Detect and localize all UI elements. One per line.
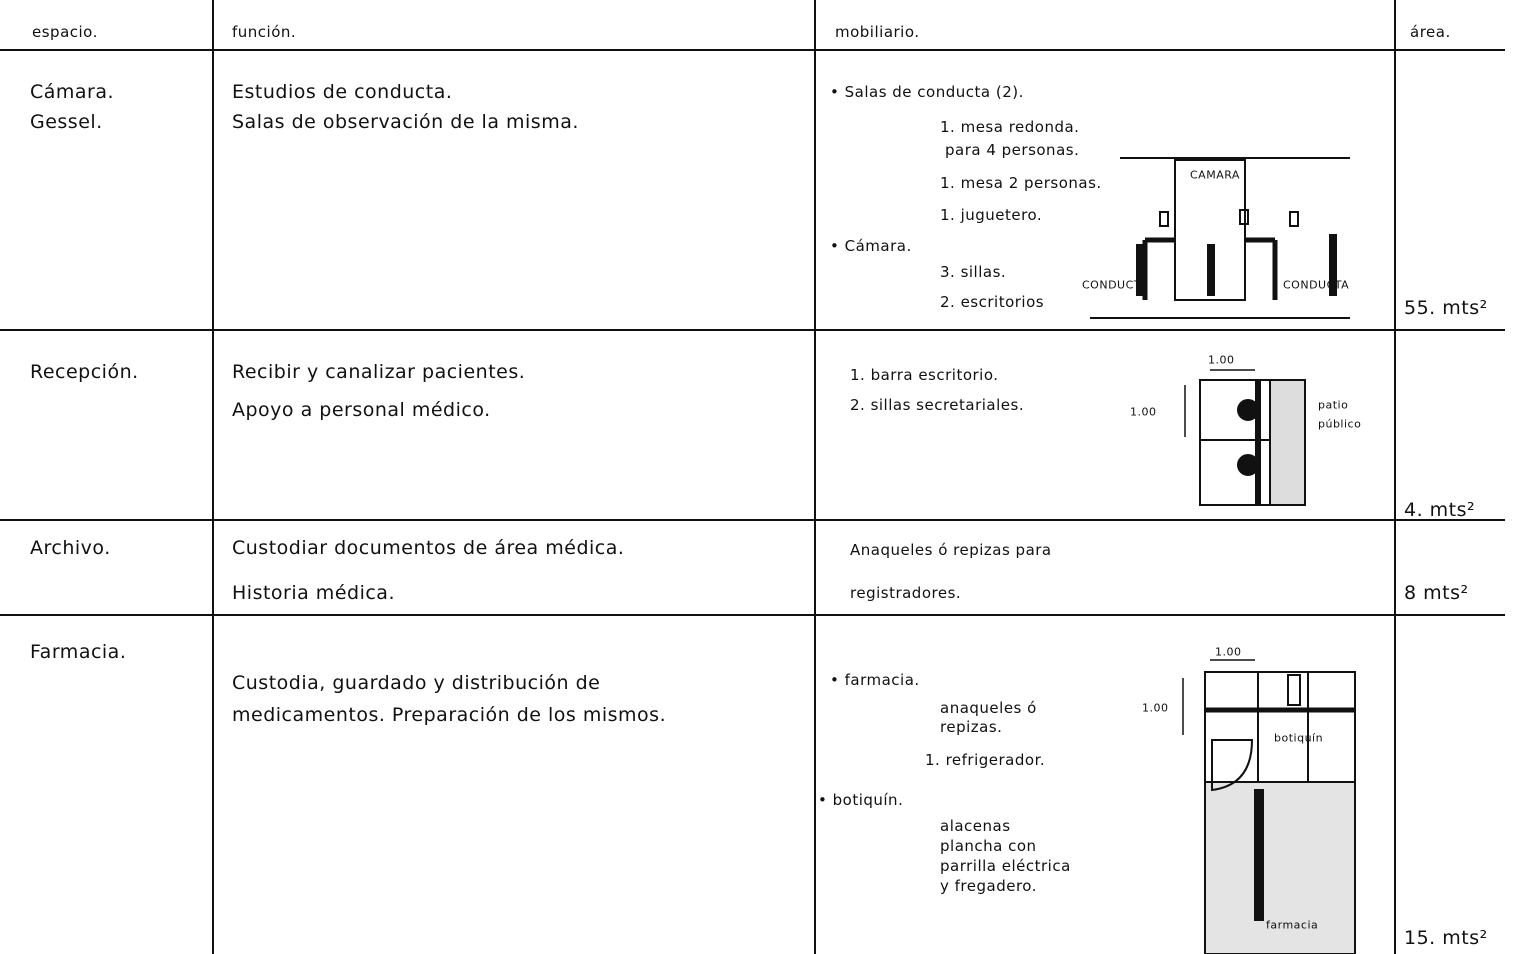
diagram-label: 1.00: [1208, 353, 1235, 367]
camara-sketch: [1090, 157, 1350, 319]
column-header: área.: [1410, 23, 1451, 41]
espacio: Cámara.: [30, 81, 115, 103]
mobiliario: 1. mesa 2 personas.: [940, 174, 1102, 192]
mobiliario: para 4 personas.: [945, 141, 1080, 159]
recepcion-sketch: [1184, 369, 1306, 506]
column-header: mobiliario.: [835, 23, 920, 41]
mobiliario: • Salas de conducta (2).: [830, 83, 1024, 101]
mobiliario: • Cámara.: [830, 237, 912, 255]
mobiliario: y fregadero.: [940, 877, 1037, 895]
funcion: Custodiar documentos de área médica.: [232, 537, 625, 559]
mobiliario: 3. sillas.: [940, 263, 1007, 281]
diagram-label: CONDUCTA: [1283, 278, 1350, 292]
diagram-label: farmacia: [1266, 918, 1319, 932]
column-header: espacio.: [32, 23, 98, 41]
mobiliario: 1. mesa redonda.: [940, 118, 1080, 136]
funcion: Historia médica.: [232, 582, 395, 604]
diagram-label: CAMARA: [1190, 168, 1240, 182]
diagram-label: botiquín: [1274, 731, 1324, 745]
area: 8 mts²: [1404, 582, 1469, 604]
mobiliario: registradores.: [850, 584, 962, 602]
mobiliario: alacenas: [940, 817, 1011, 835]
mobiliario: Anaqueles ó repizas para: [850, 541, 1052, 559]
diagram-label: 1.00: [1142, 701, 1169, 715]
column-header: función.: [232, 23, 297, 41]
diagram-label: CONDUCTA: [1082, 278, 1149, 292]
funcion: Estudios de conducta.: [232, 81, 453, 103]
funcion: Salas de observación de la misma.: [232, 111, 579, 133]
area: 15. mts²: [1404, 927, 1488, 949]
diagram-label: público: [1318, 417, 1362, 431]
mobiliario: • botiquín.: [818, 791, 904, 809]
mobiliario: plancha con: [940, 837, 1037, 855]
espacio: Recepción.: [30, 361, 139, 383]
mobiliario: 2. sillas secretariales.: [850, 396, 1025, 414]
mobiliario: repizas.: [940, 718, 1003, 736]
diagram-label: 1.00: [1215, 645, 1242, 659]
mobiliario: • farmacia.: [830, 671, 920, 689]
mobiliario: parrilla eléctrica: [940, 857, 1071, 875]
mobiliario: 2. escritorios: [940, 293, 1045, 311]
area: 55. mts²: [1404, 297, 1488, 319]
funcion: Apoyo a personal médico.: [232, 399, 491, 421]
espacio: Archivo.: [30, 537, 111, 559]
funcion: Custodia, guardado y distribución de: [232, 672, 601, 694]
mobiliario: 1. refrigerador.: [925, 751, 1046, 769]
funcion: Recibir y canalizar pacientes.: [232, 361, 526, 383]
diagram-label: patio: [1318, 398, 1349, 412]
espacio: Gessel.: [30, 111, 103, 133]
area: 4. mts²: [1404, 499, 1476, 521]
espacio: Farmacia.: [30, 641, 127, 663]
mobiliario: 1. juguetero.: [940, 206, 1043, 224]
funcion: medicamentos. Preparación de los mismos.: [232, 704, 667, 726]
diagram-label: 1.00: [1130, 405, 1157, 419]
mobiliario: anaqueles ó: [940, 699, 1037, 717]
mobiliario: 1. barra escritorio.: [850, 366, 999, 384]
farmacia-sketch: [1182, 659, 1356, 954]
